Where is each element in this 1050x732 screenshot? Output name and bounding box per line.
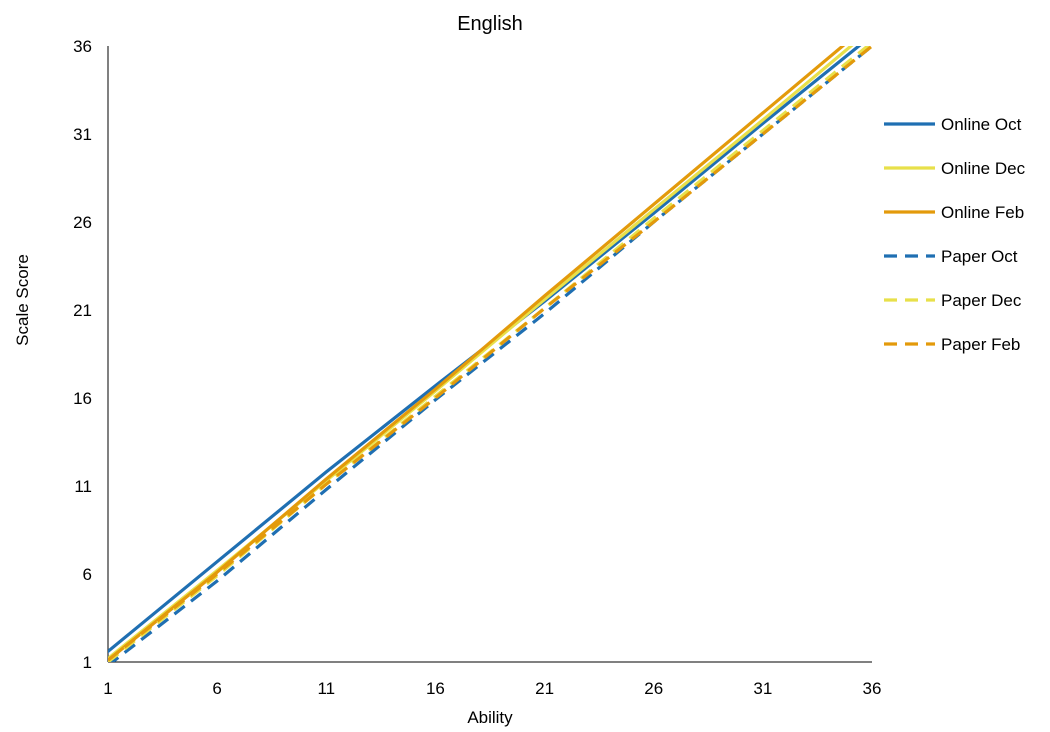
- y-tick-label: 21: [73, 301, 92, 320]
- legend-label: Paper Oct: [941, 247, 1018, 266]
- series-line-paper-oct: [109, 46, 872, 662]
- legend-label: Online Oct: [941, 115, 1022, 134]
- series-lines: [108, 46, 872, 662]
- x-tick-label: 16: [426, 679, 445, 698]
- x-tick-label: 36: [863, 679, 882, 698]
- legend: Online Oct Online Dec Online Feb Paper Oct P…: [884, 115, 1026, 354]
- x-tick-label: 26: [644, 679, 663, 698]
- legend-label: Paper Dec: [941, 291, 1022, 310]
- y-tick-label: 1: [83, 653, 92, 672]
- series-line-online-feb: [108, 46, 846, 662]
- x-tick-label: 31: [753, 679, 772, 698]
- y-tick-label: 11: [74, 477, 92, 496]
- y-tick-label: 16: [73, 389, 92, 408]
- y-axis-title: Scale Score: [13, 254, 32, 346]
- x-tick-label: 11: [317, 679, 335, 698]
- legend-label: Online Feb: [941, 203, 1024, 222]
- series-line-paper-feb: [108, 46, 872, 662]
- x-tick-label: 1: [103, 679, 112, 698]
- y-tick-label: 36: [73, 37, 92, 56]
- chart-title: English: [457, 13, 523, 35]
- x-axis-title: Ability: [467, 708, 513, 727]
- y-tick-label: 31: [73, 125, 92, 144]
- y-tick-label: 26: [73, 213, 92, 232]
- axes: [107, 46, 872, 663]
- x-tick-label: 21: [535, 679, 554, 698]
- legend-label: Online Dec: [941, 159, 1026, 178]
- legend-label: Paper Feb: [941, 335, 1020, 354]
- x-tick-label: 6: [212, 679, 221, 698]
- y-tick-label: 6: [83, 565, 92, 584]
